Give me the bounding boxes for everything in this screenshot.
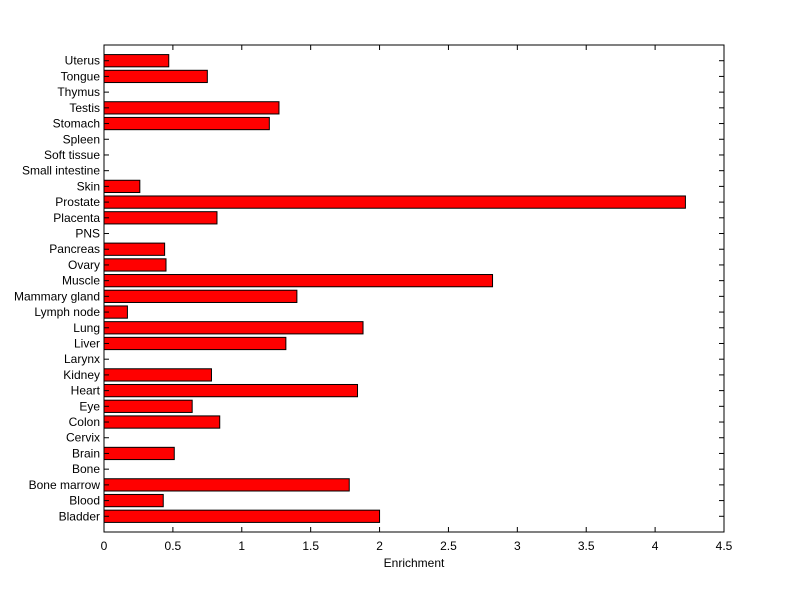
y-tick-label: Testis	[69, 101, 100, 115]
y-tick-label: Thymus	[57, 85, 100, 99]
y-tick-label: Stomach	[53, 117, 100, 131]
y-tick-label: Brain	[72, 446, 100, 460]
bar-kidney	[103, 368, 212, 382]
bar-ovary	[103, 258, 167, 272]
x-tick-label: 1.5	[302, 539, 319, 553]
y-tick-label: Larynx	[64, 352, 100, 366]
bar-placenta	[103, 211, 218, 225]
x-tick-label: 4	[652, 539, 659, 553]
y-tick-label: Cervix	[66, 431, 100, 445]
y-tick-label: Lymph node	[34, 305, 100, 319]
y-tick-label: Bone	[72, 462, 100, 476]
bar-testis	[103, 101, 280, 115]
bar-tongue	[103, 69, 208, 84]
y-tick-label: Eye	[79, 399, 100, 413]
y-tick-label: Blood	[69, 494, 100, 508]
bar-bladder	[103, 509, 381, 523]
y-tick-label: Spleen	[63, 132, 100, 146]
x-tick-label: 0	[101, 539, 108, 553]
bars-group	[103, 54, 686, 523]
y-tick-label: Soft tissue	[44, 148, 100, 162]
x-tick-label: 0.5	[165, 539, 182, 553]
bar-uterus	[103, 54, 170, 68]
x-tick-label: 2	[376, 539, 383, 553]
ticks-group	[103, 45, 725, 532]
bar-mammary-gland	[103, 289, 298, 303]
x-tick-label: 3.5	[578, 539, 595, 553]
bar-heart	[103, 383, 359, 398]
y-tick-label: Kidney	[63, 368, 100, 382]
y-tick-label: Placenta	[53, 211, 100, 225]
x-tick-label: 1	[238, 539, 245, 553]
bar-stomach	[103, 116, 270, 131]
y-tick-label: PNS	[75, 227, 100, 241]
y-tick-label: Muscle	[62, 274, 100, 288]
y-tick-label: Ovary	[68, 258, 100, 272]
x-tick-label: 3	[514, 539, 521, 553]
y-tick-label: Prostate	[55, 195, 100, 209]
y-tick-label: Colon	[69, 415, 100, 429]
bar-lung	[103, 321, 364, 335]
bar-muscle	[103, 274, 494, 288]
y-tick-label: Mammary gland	[14, 289, 100, 303]
bar-brain	[103, 446, 175, 461]
y-tick-label: Small intestine	[22, 164, 100, 178]
bar-liver	[103, 336, 287, 351]
y-tick-label: Pancreas	[49, 242, 100, 256]
y-tick-label: Bladder	[59, 509, 100, 523]
y-tick-label: Heart	[71, 384, 101, 398]
plot-area-frame	[103, 44, 725, 533]
y-tick-label: Liver	[74, 336, 100, 350]
x-tick-label: 2.5	[440, 539, 457, 553]
bar-eye	[103, 399, 193, 413]
bar-skin	[103, 179, 141, 194]
y-tick-label: Skin	[77, 179, 100, 193]
y-tick-label: Bone marrow	[29, 478, 101, 492]
x-axis-label: Enrichment	[384, 556, 445, 570]
y-tick-label: Uterus	[65, 54, 100, 68]
y-tick-label: Tongue	[61, 69, 101, 83]
bar-bone-marrow	[103, 478, 350, 492]
bar-blood	[103, 493, 164, 508]
x-tick-label: 4.5	[716, 539, 733, 553]
bar-colon	[103, 415, 221, 429]
bar-prostate	[103, 195, 686, 209]
bar-pancreas	[103, 242, 166, 256]
y-tick-label: Lung	[73, 321, 100, 335]
